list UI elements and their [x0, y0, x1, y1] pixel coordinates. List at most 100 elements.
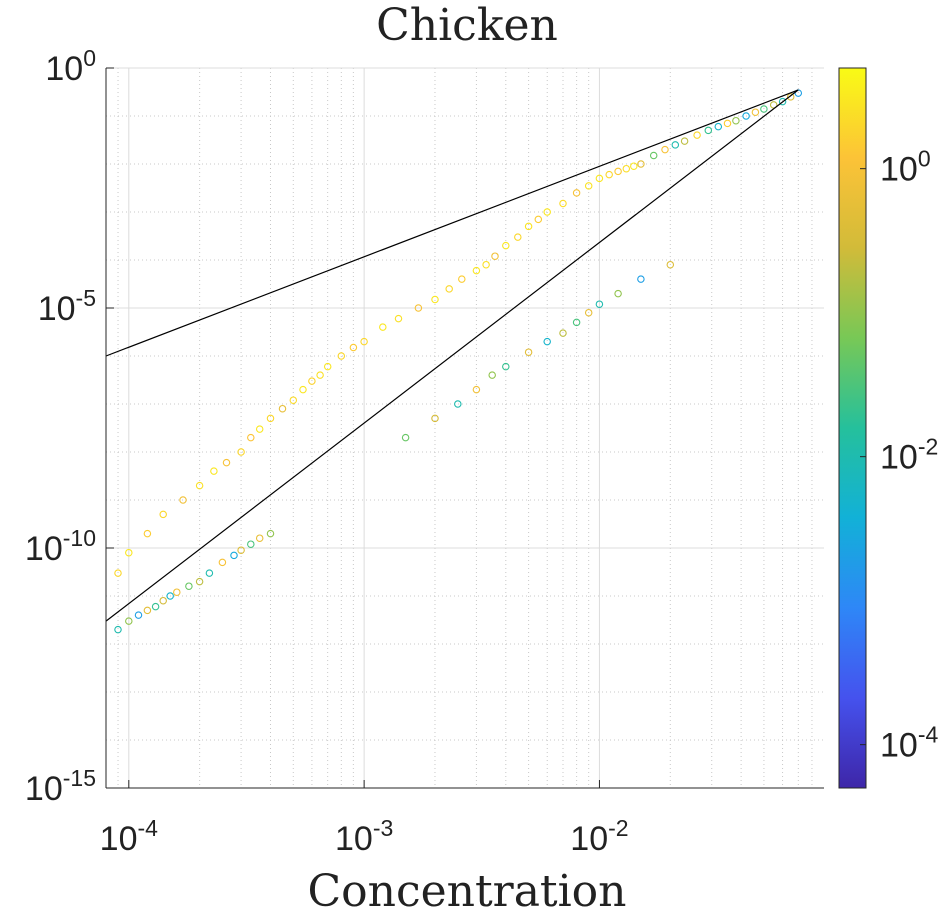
- x-axis-label: Concentration: [307, 866, 626, 915]
- reference-line: [105, 89, 799, 357]
- data-point: [524, 222, 533, 231]
- data-point: [751, 108, 760, 116]
- data-point: [337, 352, 346, 360]
- data-point: [491, 252, 499, 260]
- data-point: [278, 404, 287, 413]
- data-point: [595, 174, 604, 183]
- data-point: [166, 592, 174, 600]
- tick-exponent: 0: [918, 146, 931, 172]
- data-point: [185, 582, 193, 590]
- data-point: [732, 116, 740, 125]
- data-point: [299, 385, 307, 394]
- colorbar-tick-label: 100: [880, 146, 931, 189]
- data-point: [502, 241, 510, 250]
- reference-line: [105, 89, 799, 622]
- colorbar-tick-label: 10-2: [880, 434, 938, 477]
- data-point: [394, 314, 403, 323]
- data-point: [230, 551, 238, 560]
- data-point: [661, 145, 669, 154]
- data-point: [584, 308, 593, 317]
- plot-area: [105, 67, 824, 789]
- data-point: [543, 208, 551, 216]
- data-point: [247, 433, 255, 442]
- data-point: [584, 182, 593, 190]
- data-point: [595, 300, 604, 308]
- data-point: [671, 141, 680, 149]
- colorbar-gradient: [838, 67, 867, 789]
- axes-frame: [105, 68, 824, 789]
- data-point: [614, 289, 622, 298]
- x-tick-label: 10-4: [100, 815, 158, 858]
- data-point: [266, 529, 275, 538]
- data-point: [714, 122, 723, 131]
- data-point: [266, 414, 275, 423]
- data-point: [572, 318, 581, 327]
- tick-exponent: -3: [373, 815, 393, 841]
- data-point: [143, 606, 152, 615]
- data-point: [125, 617, 133, 625]
- data-point: [218, 558, 227, 567]
- x-tick-label: 10-2: [570, 815, 628, 858]
- y-tick-label: 10-15: [25, 765, 96, 808]
- tick-base: 10: [880, 727, 918, 765]
- data-point: [125, 548, 133, 557]
- data-point: [637, 275, 645, 283]
- data-points: [114, 89, 803, 634]
- x-tick-label: 10-3: [335, 815, 393, 858]
- data-point: [237, 448, 245, 456]
- tick-exponent: -2: [918, 434, 938, 460]
- data-point: [414, 304, 423, 312]
- y-tick-label: 10-5: [38, 285, 96, 328]
- tick-base: 10: [45, 50, 83, 88]
- data-point: [159, 510, 167, 519]
- data-point: [543, 337, 551, 346]
- tick-base: 10: [570, 820, 608, 858]
- data-point: [680, 137, 689, 145]
- tick-base: 10: [880, 439, 918, 477]
- data-point: [472, 266, 481, 275]
- data-point: [445, 285, 453, 293]
- data-point: [255, 534, 264, 542]
- tick-base: 10: [25, 530, 63, 568]
- data-point: [179, 496, 187, 504]
- data-point: [559, 199, 567, 208]
- tick-exponent: -2: [608, 815, 628, 841]
- data-point: [323, 362, 332, 371]
- data-point: [666, 260, 675, 269]
- data-point: [693, 131, 701, 139]
- data-point: [255, 425, 264, 433]
- data-point: [524, 348, 533, 356]
- data-point: [134, 611, 143, 619]
- data-point: [704, 126, 713, 135]
- data-point: [778, 97, 787, 106]
- data-point: [572, 189, 581, 197]
- tick-exponent: -10: [63, 525, 96, 551]
- tick-exponent: -4: [137, 815, 158, 841]
- data-point: [151, 602, 160, 611]
- data-point: [637, 160, 645, 168]
- data-point: [458, 275, 466, 283]
- minor-gridlines: [106, 68, 824, 789]
- data-point: [143, 529, 152, 538]
- x-axis-ticks: 10-4 10-3 10-2: [100, 780, 629, 858]
- data-point: [723, 119, 732, 128]
- data-point: [205, 569, 214, 577]
- data-point: [159, 596, 167, 605]
- data-point: [237, 546, 245, 554]
- data-point: [195, 481, 204, 490]
- data-point: [472, 385, 481, 394]
- data-point: [431, 414, 439, 423]
- data-point: [195, 577, 204, 586]
- data-point: [786, 93, 795, 101]
- reference-lines: [105, 89, 799, 622]
- data-point: [431, 295, 439, 304]
- data-point: [649, 151, 658, 160]
- tick-exponent: 0: [83, 45, 96, 71]
- data-point: [742, 112, 750, 120]
- chart-title: Chicken: [376, 0, 558, 51]
- colorbar-tick-label: 10-4: [880, 722, 938, 765]
- tick-exponent: -15: [63, 765, 96, 791]
- data-point: [534, 215, 543, 224]
